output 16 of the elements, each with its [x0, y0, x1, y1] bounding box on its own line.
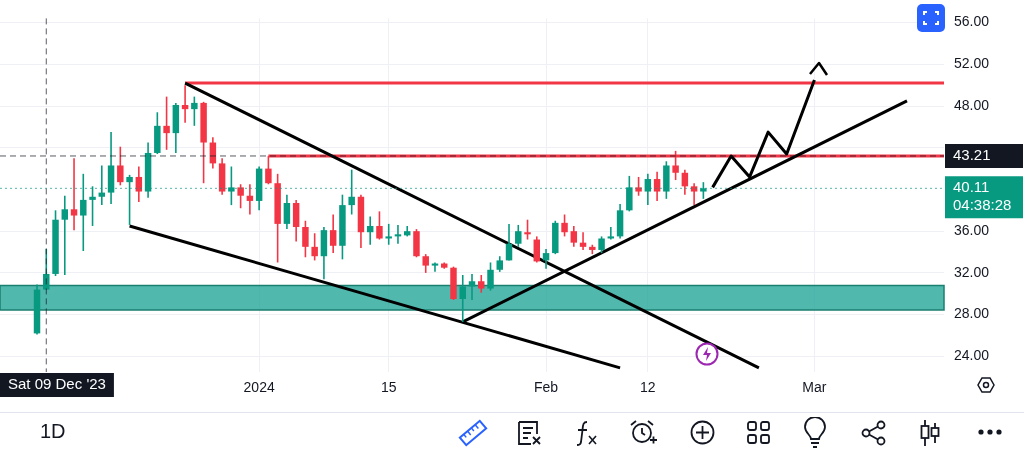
- y-tick-label: 56.00: [954, 13, 990, 30]
- x-tick-label: 15: [380, 379, 397, 396]
- y-tick-label: 28.00: [954, 305, 990, 322]
- y-tick-label: 36.00: [954, 222, 990, 239]
- y-tick-label: 48.00: [954, 96, 990, 113]
- y-tick-label: 24.00: [954, 347, 990, 364]
- x-tick-label: 12: [640, 379, 656, 396]
- text: 1D: [40, 420, 66, 443]
- x-tick-label: 2024: [243, 379, 275, 396]
- x-tick-label: Feb: [533, 379, 559, 396]
- ref-line-label: 40.11 04:38:28: [953, 178, 1012, 214]
- ref-line-label: Sat 09 Dec '23: [8, 375, 106, 393]
- x-tick-label: Mar: [802, 379, 827, 396]
- y-tick-label: 52.00: [954, 55, 990, 72]
- ref-line-label: 43.21: [953, 146, 991, 164]
- y-tick-label: 32.00: [954, 263, 990, 280]
